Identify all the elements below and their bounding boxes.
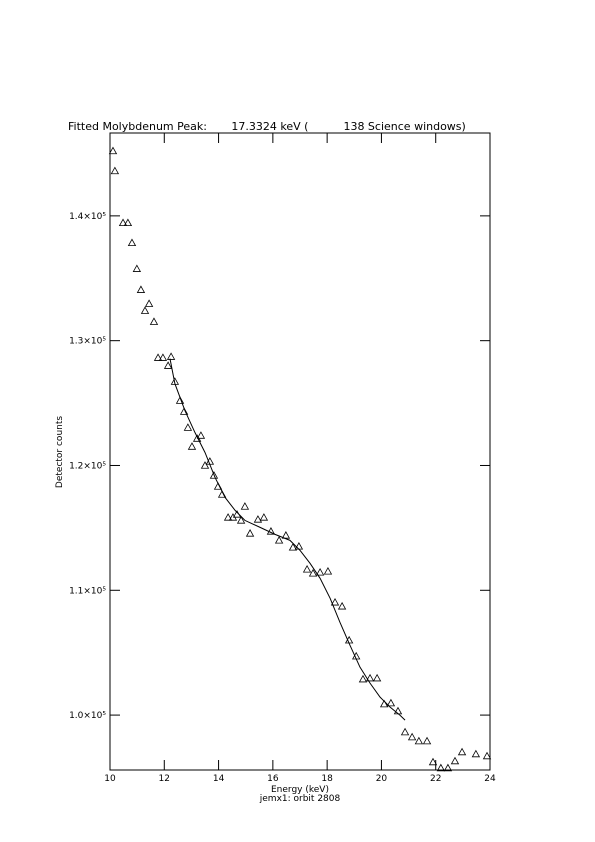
data-point: [245, 529, 255, 537]
data-point: [337, 601, 347, 610]
y-tick-label: 1.2×10⁵: [69, 461, 106, 471]
fit-line: [169, 358, 406, 721]
data-point: [123, 218, 133, 227]
data-point: [223, 513, 233, 521]
data-point: [175, 396, 185, 404]
y-tick-label: 1.4×10⁵: [69, 212, 106, 222]
data-point: [266, 527, 276, 535]
data-point: [253, 515, 263, 523]
data-point: [209, 471, 219, 479]
subtitle: jemx1: orbit 2808: [259, 794, 341, 804]
data-point: [158, 353, 168, 361]
data-point: [414, 736, 424, 745]
data-point: [149, 317, 159, 325]
x-tick-label: 18: [321, 774, 333, 784]
data-point: [358, 674, 368, 683]
data-point: [386, 698, 396, 707]
data-point: [422, 736, 432, 745]
data-point: [136, 285, 146, 293]
data-point: [428, 757, 438, 766]
data-point: [436, 763, 446, 772]
data-point: [163, 361, 173, 369]
data-point: [400, 727, 410, 736]
data-point: [140, 306, 150, 314]
data-point: [240, 502, 250, 510]
data-point: [323, 566, 333, 575]
y-tick-label: 1.1×10⁵: [69, 586, 106, 596]
data-point: [108, 146, 118, 155]
data-point: [153, 353, 163, 361]
data-point: [236, 516, 246, 524]
data-point: [179, 407, 189, 415]
y-tick-label: 1.0×10⁵: [69, 711, 106, 721]
data-point: [308, 568, 318, 577]
x-axis-label: Energy (keV): [271, 785, 329, 795]
x-tick-label: 16: [267, 774, 279, 784]
data-point: [379, 699, 389, 708]
data-point: [365, 673, 375, 682]
x-tick-label: 20: [376, 774, 388, 784]
data-point: [183, 423, 193, 431]
data-point: [315, 567, 325, 576]
data-point: [127, 238, 137, 247]
y-axis-label: Detector counts: [55, 416, 65, 488]
data-point: [274, 536, 284, 544]
data-point: [281, 531, 291, 539]
plot-frame: [109, 132, 491, 771]
data-point: [196, 431, 206, 439]
data-point: [144, 299, 154, 307]
x-tick-label: 12: [159, 774, 170, 784]
x-tick-label: 10: [104, 774, 116, 784]
data-point: [471, 749, 481, 758]
data-point: [118, 218, 128, 227]
data-point: [407, 732, 417, 741]
y-tick-label: 1.3×10⁵: [69, 337, 106, 347]
x-tick-label: 24: [484, 774, 496, 784]
data-point: [259, 513, 269, 521]
data-point: [187, 442, 197, 450]
data-point: [443, 763, 453, 772]
data-point: [457, 747, 467, 756]
data-point: [302, 564, 312, 573]
chart-title: Fitted Molybdenum Peak: 17.3324 keV ( 13…: [68, 120, 466, 133]
data-point: [110, 166, 120, 175]
data-point: [132, 264, 142, 272]
data-point: [482, 751, 492, 760]
data-point: [288, 543, 298, 551]
x-tick-label: 14: [213, 774, 225, 784]
x-tick-label: 22: [430, 774, 441, 784]
data-point: [450, 756, 460, 765]
data-point: [166, 352, 176, 360]
data-point: [372, 673, 382, 682]
data-point: [330, 597, 340, 606]
data-point: [200, 461, 210, 469]
